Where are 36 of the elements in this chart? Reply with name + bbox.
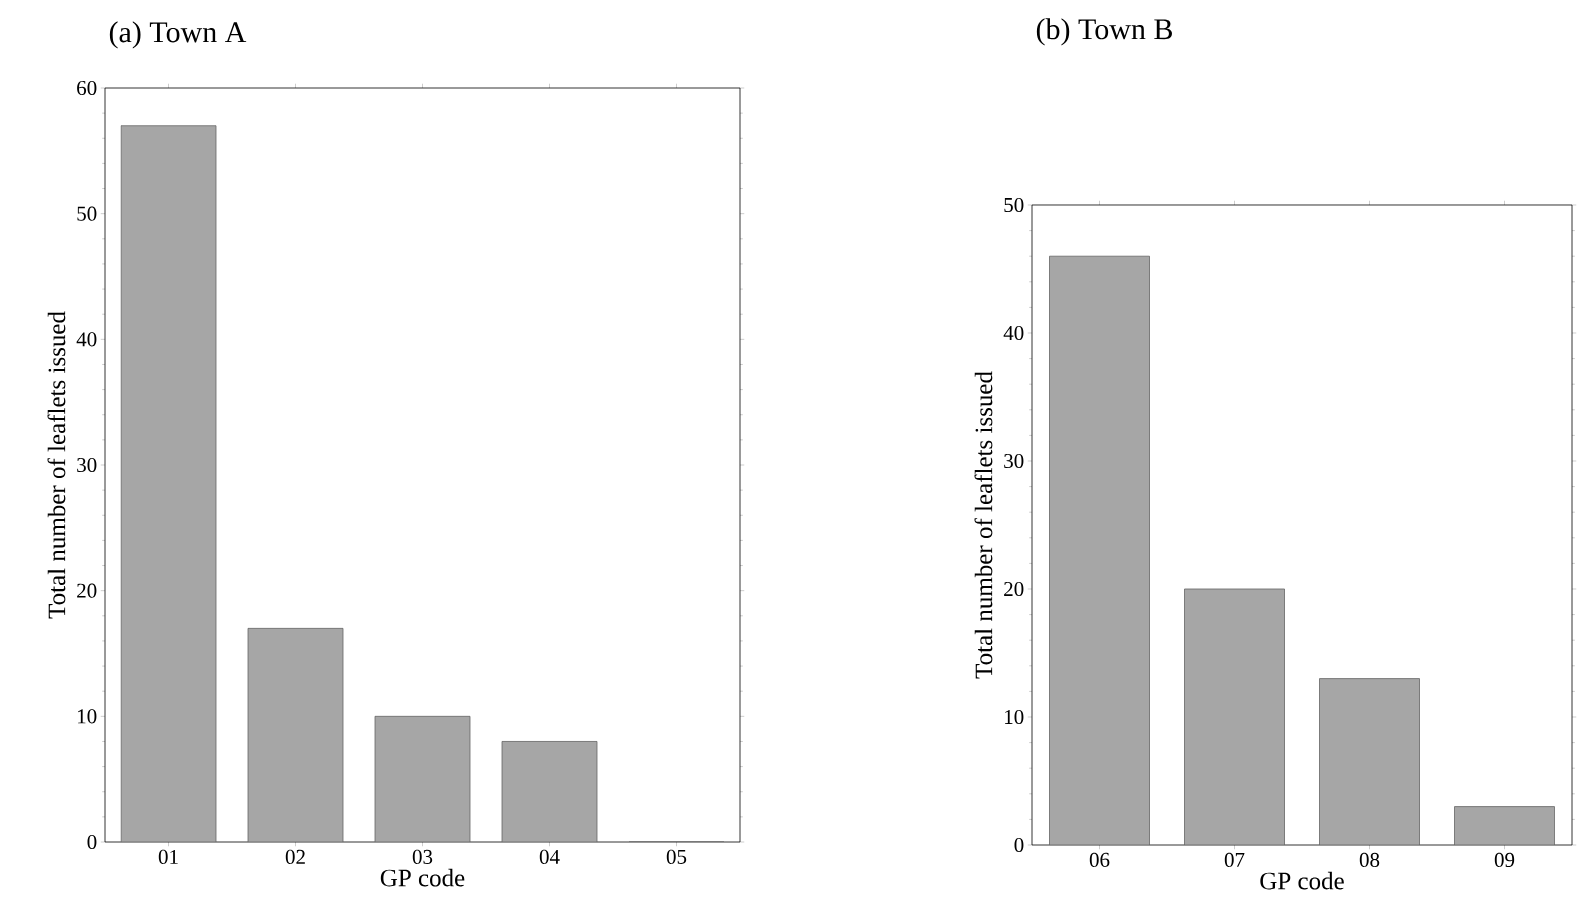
x-tick-label: 05 [666, 849, 687, 864]
y-tick-label: 50 [1004, 197, 1024, 213]
chart-title: (b) Town B [1036, 18, 1172, 46]
y-tick-label: 50 [77, 206, 97, 221]
y-tick-label: 60 [77, 80, 97, 96]
bar [375, 716, 470, 842]
y-tick-label: 30 [77, 457, 97, 473]
y-tick-label: 0 [87, 834, 97, 850]
x-tick-label: 03 [412, 849, 433, 864]
bar [1184, 589, 1285, 845]
x-tick-label: 06 [1089, 852, 1110, 867]
x-tick-label: 04 [539, 849, 560, 864]
bar [502, 741, 597, 842]
y-axis-title: Total number of leaflets issued [47, 311, 66, 619]
y-tick-label: 10 [78, 709, 97, 724]
x-tick-label: 02 [285, 849, 305, 864]
bar [121, 125, 216, 842]
y-tick-label: 40 [76, 332, 97, 347]
x-tick-label: 01 [158, 849, 178, 864]
bar [1049, 256, 1150, 845]
bar [1454, 806, 1555, 845]
x-axis-title: GP code [1260, 871, 1344, 890]
x-axis-title: GP code [380, 868, 465, 887]
bar [248, 628, 343, 842]
y-axis-title: Total number of leaflets issued [974, 371, 993, 679]
chart-title: (a) Town A [109, 21, 247, 49]
x-tick-label: 08 [1359, 852, 1380, 867]
bar [1319, 678, 1420, 845]
y-tick-label: 20 [1004, 581, 1024, 597]
x-tick-label: 07 [1224, 852, 1245, 867]
y-tick-label: 30 [1004, 453, 1024, 469]
y-tick-label: 10 [1005, 709, 1024, 725]
y-tick-label: 40 [1003, 325, 1024, 341]
x-tick-label: 09 [1494, 852, 1515, 867]
y-tick-label: 20 [77, 583, 97, 598]
y-tick-label: 0 [1014, 837, 1024, 853]
